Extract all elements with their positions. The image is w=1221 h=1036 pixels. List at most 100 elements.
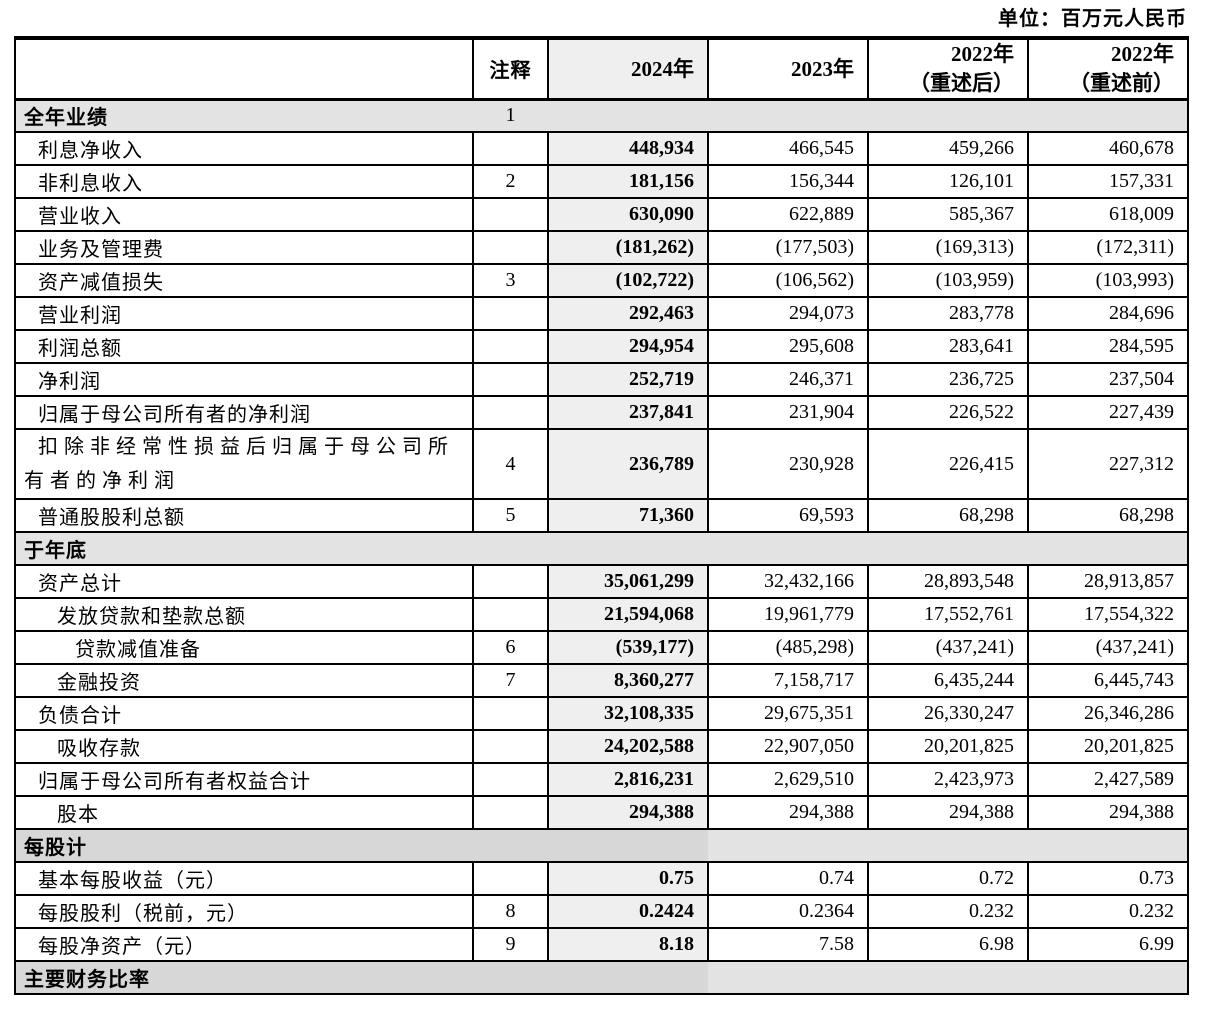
table-row: 贷款减值准备 6 (539,177) (485,298) (437,241) (… xyxy=(14,630,1189,665)
table-row: 股本 294,388 294,388 294,388 294,388 xyxy=(14,795,1189,830)
summary-table: 注释 2024年 2023年 2022年 （重述后） 2022年 （重述前） xyxy=(14,36,1189,995)
table-row: 每股净资产（元） 9 8.18 7.58 6.98 6.99 xyxy=(14,927,1189,962)
row-value-2024: 181,156 xyxy=(547,164,709,199)
row-note xyxy=(472,296,549,331)
section-note: 1 xyxy=(473,98,548,133)
table-row: 普通股股利总额 5 71,360 69,593 68,298 68,298 xyxy=(14,498,1189,533)
row-value-2024: 21,594,068 xyxy=(547,597,709,632)
row-label: 扣除非经常性损益后归属于母公司所有者的净利润 xyxy=(24,436,454,492)
row-value-2023: 0.2364 xyxy=(707,894,869,929)
row-value-2022-original: 294,388 xyxy=(1027,795,1189,830)
row-value-2024: 236,789 xyxy=(547,428,709,500)
table-row: 利息净收入 448,934 466,545 459,266 460,678 xyxy=(14,131,1189,166)
table-row: 净利润 252,719 246,371 236,725 237,504 xyxy=(14,362,1189,397)
row-value-2022-original: 0.73 xyxy=(1027,861,1189,896)
row-label: 每股净资产（元） xyxy=(38,936,206,958)
section-cell-2022-original xyxy=(1028,98,1189,133)
row-note: 8 xyxy=(472,894,549,929)
row-label: 非利息收入 xyxy=(38,173,143,195)
row-label: 营业收入 xyxy=(38,206,122,228)
row-value-2024: 294,388 xyxy=(547,795,709,830)
row-value-2023: 246,371 xyxy=(707,362,869,397)
table-row: 归属于母公司所有者权益合计 2,816,231 2,629,510 2,423,… xyxy=(14,762,1189,797)
section-cell-2023 xyxy=(708,531,868,566)
row-note xyxy=(472,696,549,731)
section-cell-2023 xyxy=(708,98,868,133)
section-cell-2024 xyxy=(548,531,708,566)
section-cell-2022-original xyxy=(1028,960,1189,995)
row-value-2024: 2,816,231 xyxy=(547,762,709,797)
row-label: 负债合计 xyxy=(38,705,122,727)
header-2022-restated-line2: （重述后） xyxy=(909,70,1014,95)
row-value-2022-original: 157,331 xyxy=(1027,164,1189,199)
row-note xyxy=(472,729,549,764)
table-header-row: 注释 2024年 2023年 2022年 （重述后） 2022年 （重述前） xyxy=(14,37,1189,101)
section-cell-2022-restated xyxy=(868,531,1028,566)
row-value-2023: 7.58 xyxy=(707,927,869,962)
row-value-2022-restated: 6.98 xyxy=(867,927,1029,962)
row-value-2023: 230,928 xyxy=(707,428,869,500)
section-note xyxy=(473,960,548,995)
header-2023: 2023年 xyxy=(707,37,869,101)
row-value-2022-original: 0.232 xyxy=(1027,894,1189,929)
section-cell-2024 xyxy=(548,960,708,995)
row-label: 资产总计 xyxy=(38,573,122,595)
header-2024: 2024年 xyxy=(547,37,709,101)
row-label: 利润总额 xyxy=(38,338,122,360)
row-label: 营业利润 xyxy=(38,305,122,327)
section-cell-2023 xyxy=(708,960,868,995)
row-note: 2 xyxy=(472,164,549,199)
row-label: 资产减值损失 xyxy=(38,272,164,294)
row-value-2022-original: 284,696 xyxy=(1027,296,1189,331)
row-value-2022-restated: 126,101 xyxy=(867,164,1029,199)
row-label: 净利润 xyxy=(38,371,101,393)
row-value-2023: 29,675,351 xyxy=(707,696,869,731)
row-note xyxy=(472,597,549,632)
header-2022-restated-line1: 2022年 xyxy=(951,42,1014,67)
row-value-2023: 2,629,510 xyxy=(707,762,869,797)
header-note: 注释 xyxy=(472,37,549,101)
row-value-2022-restated: 26,330,247 xyxy=(867,696,1029,731)
row-value-2022-original: 284,595 xyxy=(1027,329,1189,364)
table-row: 利润总额 294,954 295,608 283,641 284,595 xyxy=(14,329,1189,364)
row-value-2023: 19,961,779 xyxy=(707,597,869,632)
row-value-2022-restated: 283,641 xyxy=(867,329,1029,364)
row-value-2022-original: 28,913,857 xyxy=(1027,564,1189,599)
row-value-2022-original: 2,427,589 xyxy=(1027,762,1189,797)
row-value-2022-original: 227,312 xyxy=(1027,428,1189,500)
row-value-2022-restated: 0.72 xyxy=(867,861,1029,896)
header-2022-original: 2022年 （重述前） xyxy=(1027,37,1189,101)
row-value-2022-original: 227,439 xyxy=(1027,395,1189,430)
row-note: 6 xyxy=(472,630,549,665)
table-row: 吸收存款 24,202,588 22,907,050 20,201,825 20… xyxy=(14,729,1189,764)
section-label: 于年底 xyxy=(24,540,87,562)
row-value-2024: 0.2424 xyxy=(547,894,709,929)
row-value-2022-restated: (169,313) xyxy=(867,230,1029,265)
row-value-2022-restated: 6,435,244 xyxy=(867,663,1029,698)
row-value-2022-original: 237,504 xyxy=(1027,362,1189,397)
row-value-2022-original: 68,298 xyxy=(1027,498,1189,533)
row-value-2022-restated: 68,298 xyxy=(867,498,1029,533)
row-value-2024: 448,934 xyxy=(547,131,709,166)
row-value-2022-restated: 0.232 xyxy=(867,894,1029,929)
header-2022-original-line2: （重述前） xyxy=(1069,70,1174,95)
table-row: 业务及管理费 (181,262) (177,503) (169,313) (17… xyxy=(14,230,1189,265)
row-value-2022-restated: 20,201,825 xyxy=(867,729,1029,764)
table-row: 扣除非经常性损益后归属于母公司所有者的净利润 4 236,789 230,928… xyxy=(14,428,1189,500)
row-note xyxy=(472,395,549,430)
row-value-2022-original: 20,201,825 xyxy=(1027,729,1189,764)
row-note: 7 xyxy=(472,663,549,698)
row-value-2023: (485,298) xyxy=(707,630,869,665)
row-value-2024: 252,719 xyxy=(547,362,709,397)
row-note xyxy=(472,762,549,797)
row-value-2023: 231,904 xyxy=(707,395,869,430)
table-row: 资产总计 35,061,299 32,432,166 28,893,548 28… xyxy=(14,564,1189,599)
row-note xyxy=(472,861,549,896)
row-value-2024: 237,841 xyxy=(547,395,709,430)
row-value-2022-restated: 17,552,761 xyxy=(867,597,1029,632)
section-cell-2022-original xyxy=(1028,531,1189,566)
row-value-2022-original: 26,346,286 xyxy=(1027,696,1189,731)
row-value-2024: 32,108,335 xyxy=(547,696,709,731)
row-value-2022-original: (437,241) xyxy=(1027,630,1189,665)
